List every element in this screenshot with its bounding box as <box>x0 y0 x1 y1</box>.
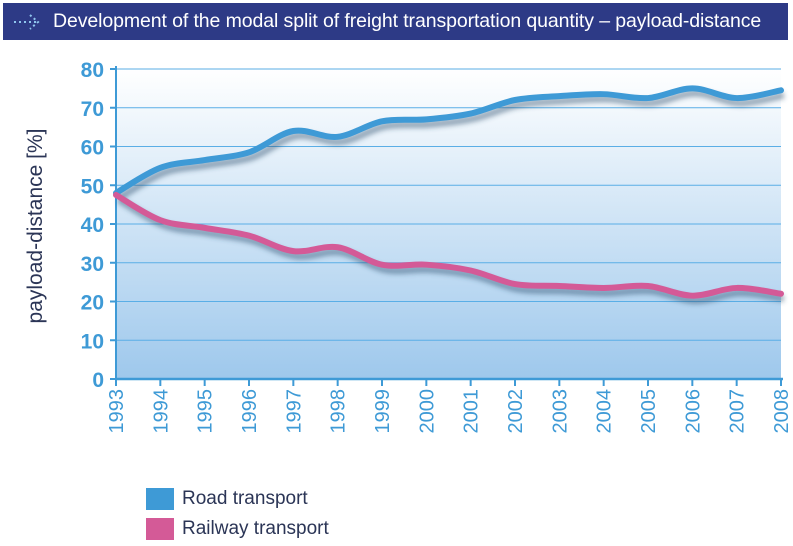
data-point <box>779 88 784 93</box>
data-point <box>557 284 562 289</box>
data-point <box>335 245 340 250</box>
x-tick-label: 2001 <box>461 389 483 434</box>
data-point <box>468 268 473 273</box>
data-point <box>601 92 606 97</box>
data-point <box>291 129 296 134</box>
y-tick-label: 50 <box>81 175 104 198</box>
data-point <box>690 86 695 91</box>
x-tick-label: 2003 <box>549 389 571 434</box>
data-point <box>646 284 651 289</box>
y-tick-label: 40 <box>81 214 104 237</box>
x-tick-label: 2002 <box>505 389 527 434</box>
x-tick-label: 1998 <box>328 389 350 434</box>
data-point <box>247 150 252 155</box>
data-point <box>335 134 340 139</box>
legend: Road transport Railway transport <box>146 484 329 544</box>
title-bar: Development of the modal split of freigh… <box>3 3 788 40</box>
data-point <box>734 96 739 101</box>
data-point <box>380 262 385 267</box>
data-point <box>291 249 296 254</box>
data-point <box>424 262 429 267</box>
y-tick-label: 30 <box>81 253 104 276</box>
y-tick-label: 70 <box>81 98 104 121</box>
data-point <box>158 165 163 170</box>
data-point <box>424 117 429 122</box>
data-point <box>114 192 119 197</box>
data-point <box>779 291 784 296</box>
series-line-road <box>113 85 784 196</box>
x-tick-label: 1996 <box>239 389 261 434</box>
series-shadow-0 <box>117 89 785 202</box>
legend-item-road: Road transport <box>146 484 329 514</box>
data-point <box>646 96 651 101</box>
legend-label-road: Road transport <box>182 488 308 509</box>
data-point <box>202 158 207 163</box>
legend-item-railway: Railway transport <box>146 514 329 544</box>
x-tick-label: 1993 <box>106 389 128 434</box>
chart-title: Development of the modal split of freigh… <box>53 10 762 32</box>
x-tick-label: 1995 <box>195 389 217 434</box>
series-line-railway <box>113 191 784 299</box>
data-point <box>601 285 606 290</box>
x-tick-label: 2007 <box>727 389 749 434</box>
series-shadow-1 <box>117 196 785 305</box>
data-point <box>380 119 385 124</box>
data-point <box>513 98 518 103</box>
y-tick-label: 0 <box>92 369 104 392</box>
x-tick-label: 2005 <box>638 389 660 434</box>
legend-swatch-road <box>146 488 174 510</box>
x-tick-label: 1997 <box>283 389 305 434</box>
legend-swatch-railway <box>146 518 174 540</box>
data-point <box>513 282 518 287</box>
x-tick-label: 2006 <box>682 389 704 434</box>
x-tick-label: 2000 <box>416 389 438 434</box>
y-tick-label: 10 <box>81 330 104 353</box>
data-point <box>690 293 695 298</box>
data-point <box>247 233 252 238</box>
data-point <box>202 225 207 230</box>
data-point <box>734 285 739 290</box>
data-point <box>158 218 163 223</box>
legend-label-railway: Railway transport <box>182 518 329 539</box>
x-tick-label: 1994 <box>150 389 172 434</box>
x-tick-label: 1999 <box>372 389 394 434</box>
y-axis-title: payload-distance [%] <box>24 129 47 324</box>
y-tick-label: 80 <box>81 59 104 82</box>
y-tick-label: 60 <box>81 137 104 160</box>
x-tick-label: 2008 <box>771 389 793 434</box>
y-tick-label: 20 <box>81 292 104 315</box>
x-tick-label: 2004 <box>594 389 616 434</box>
data-point <box>557 94 562 99</box>
dotted-arrow-icon <box>3 3 53 40</box>
data-point <box>468 111 473 116</box>
